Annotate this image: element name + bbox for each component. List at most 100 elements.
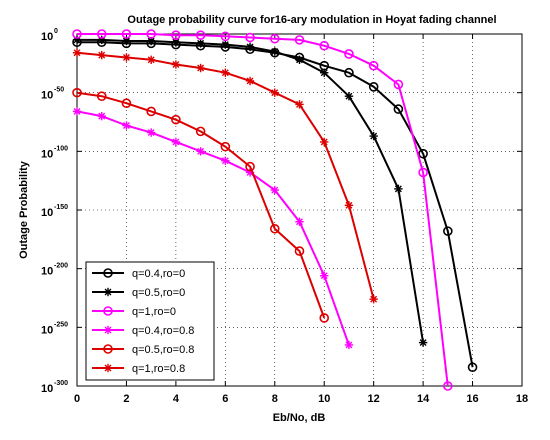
legend-label: q=0.4,ro=0 xyxy=(132,268,185,280)
data-point xyxy=(146,128,156,137)
legend-entry: q=1,ro=0.8 xyxy=(92,363,185,375)
data-point xyxy=(72,107,82,116)
legend-marker xyxy=(103,325,113,335)
legend-marker xyxy=(103,344,113,354)
data-point xyxy=(146,106,156,117)
y-tick-base: 10 xyxy=(41,148,53,160)
data-point xyxy=(418,148,428,159)
x-tick-label: 12 xyxy=(368,393,380,405)
legend-entry: q=0.4,ro=0.8 xyxy=(92,325,194,337)
x-tick-label: 6 xyxy=(222,393,228,405)
data-point xyxy=(171,30,181,40)
series-2 xyxy=(72,35,428,347)
data-point xyxy=(368,60,379,71)
series-line xyxy=(76,91,326,319)
data-point xyxy=(270,185,279,195)
data-point xyxy=(320,271,329,280)
data-point xyxy=(245,76,255,86)
data-point xyxy=(220,141,231,152)
data-point xyxy=(146,55,156,65)
data-point xyxy=(295,100,304,109)
data-point xyxy=(171,114,181,125)
legend-box xyxy=(85,261,215,381)
series-5 xyxy=(72,87,330,323)
x-tick-label: 0 xyxy=(74,393,80,405)
series-4 xyxy=(72,107,354,350)
data-point xyxy=(245,32,255,43)
data-point xyxy=(269,223,280,234)
legend-entry: q=0.4,ro=0 xyxy=(92,268,185,280)
y-tick-base: 10 xyxy=(41,31,53,43)
y-tick-base: 10 xyxy=(41,324,53,336)
data-point xyxy=(195,126,206,137)
data-point xyxy=(171,60,181,69)
data-point xyxy=(121,98,132,109)
legend-label: q=0.5,ro=0.8 xyxy=(132,344,194,356)
data-point xyxy=(96,29,107,39)
series-6 xyxy=(72,48,378,304)
data-point xyxy=(294,35,305,45)
y-tick-exponent: -300 xyxy=(54,380,68,387)
data-point xyxy=(245,161,255,172)
data-point xyxy=(443,226,453,236)
x-tick-label: 18 xyxy=(516,393,528,405)
data-point xyxy=(171,137,181,147)
x-tick-label: 4 xyxy=(173,393,180,405)
y-tick-exponent: -100 xyxy=(54,145,68,152)
data-point xyxy=(295,55,304,65)
data-point xyxy=(467,362,478,373)
data-point xyxy=(320,137,329,147)
y-tick-base: 10 xyxy=(41,383,53,395)
x-tick-label: 8 xyxy=(272,393,278,405)
x-axis-label: Eb/No, dB xyxy=(273,412,326,424)
legend: q=0.4,ro=0 q=0.5,ro=0 q=1,ro=0 q=0.4,ro=0.8… xyxy=(85,261,215,381)
y-tick-exponent: 0 xyxy=(54,28,58,35)
data-point xyxy=(369,131,378,141)
legend-entry: q=0.5,ro=0.8 xyxy=(92,344,194,356)
data-point xyxy=(122,121,131,130)
data-point xyxy=(344,201,354,210)
y-tick-label: 10 -250 xyxy=(41,321,68,336)
legend-marker xyxy=(103,363,113,373)
data-point xyxy=(344,49,354,59)
legend-marker xyxy=(103,268,113,278)
y-axis-label: Outage Probability xyxy=(18,160,30,259)
data-point xyxy=(344,67,354,78)
data-point xyxy=(393,79,404,90)
legend-label: q=1,ro=0 xyxy=(132,306,176,318)
y-tick-label: 10 -100 xyxy=(41,145,68,160)
data-point xyxy=(72,48,82,57)
series-line xyxy=(77,33,449,387)
data-point xyxy=(146,29,156,39)
data-point xyxy=(418,167,428,178)
x-tick-label: 10 xyxy=(318,393,330,405)
data-point xyxy=(269,33,280,44)
data-point xyxy=(245,42,255,52)
data-point xyxy=(195,30,206,40)
y-tick-label: 10 -150 xyxy=(41,204,68,219)
legend-entry: q=1,ro=0 xyxy=(92,306,176,318)
data-point xyxy=(294,246,305,256)
legend-label: q=0.5,ro=0 xyxy=(132,287,185,299)
y-tick-exponent: -150 xyxy=(54,204,68,211)
data-point xyxy=(295,217,304,226)
data-point xyxy=(270,47,279,56)
legend-entry: q=0.5,ro=0 xyxy=(92,287,185,299)
x-tick-label: 14 xyxy=(417,393,430,405)
y-tick-label: 10 0 xyxy=(41,28,58,43)
data-point xyxy=(97,50,106,60)
data-point xyxy=(319,313,330,323)
plot-frame xyxy=(76,33,523,387)
y-tick-label: 10 -50 xyxy=(41,87,64,102)
data-point xyxy=(369,294,378,304)
data-point xyxy=(270,88,279,97)
data-point xyxy=(344,91,354,101)
data-point xyxy=(418,338,428,347)
legend-marker xyxy=(103,287,113,297)
data-point xyxy=(220,31,231,42)
data-point xyxy=(443,381,453,391)
data-point xyxy=(196,147,205,156)
series-line xyxy=(76,110,350,346)
data-point xyxy=(122,53,131,62)
